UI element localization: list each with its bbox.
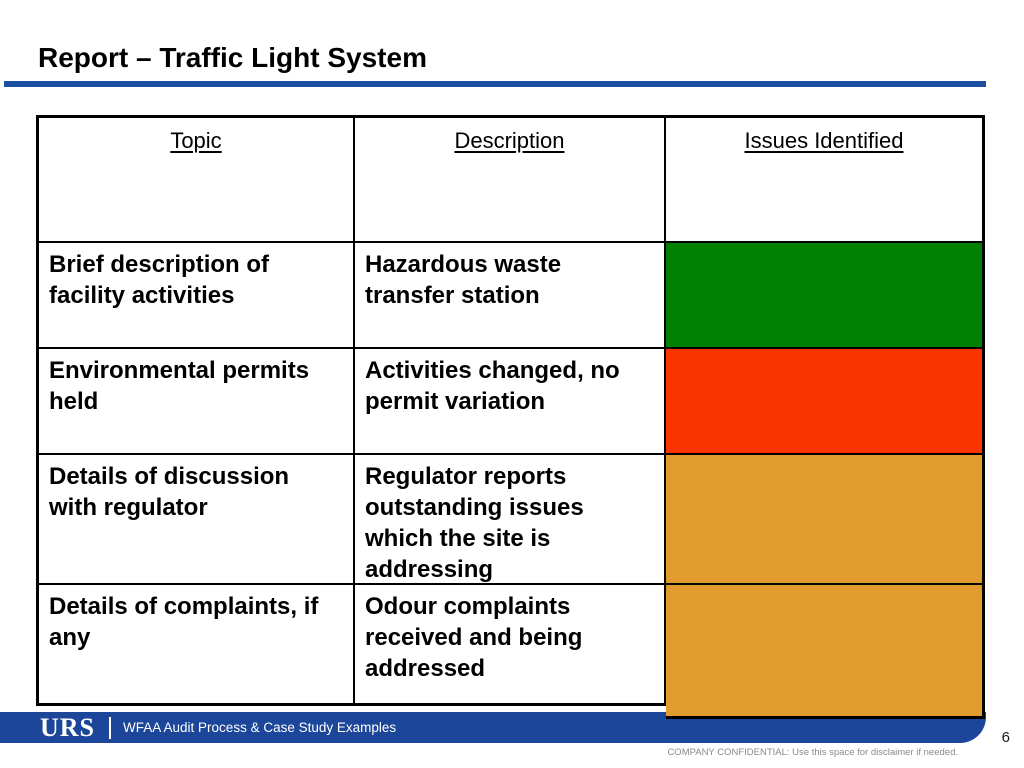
footer-label: WFAA Audit Process & Case Study Examples <box>123 720 397 735</box>
status-red-fill <box>666 349 982 453</box>
table-row-3-status-cell <box>666 455 982 585</box>
status-amber-fill <box>666 585 985 719</box>
table-row-1-status-cell <box>666 243 982 349</box>
table-row-4-status-cell <box>666 585 985 719</box>
table-row-4-description: Odour complaints received and being addr… <box>355 585 666 703</box>
column-header-issues-identified: Issues Identified <box>666 118 982 243</box>
title-underline-rule <box>4 81 986 87</box>
column-header-topic: Topic <box>39 118 355 243</box>
confidential-disclaimer: COMPANY CONFIDENTIAL: Use this space for… <box>667 747 958 758</box>
footer-separator <box>109 716 112 739</box>
urs-logo: URS <box>40 712 96 742</box>
table-row-3-description: Regulator reports outstanding issues whi… <box>355 455 666 585</box>
column-header-topic-label: Topic <box>170 128 222 153</box>
page-number: 6 <box>1001 729 1010 746</box>
traffic-light-table: Topic Description Issues Identified Brie… <box>36 115 985 719</box>
table-row-2-status-cell <box>666 349 982 455</box>
table-row-2-topic: Environmental permits held <box>39 349 355 455</box>
column-header-issues-identified-label: Issues Identified <box>744 128 904 153</box>
column-header-description: Description <box>355 118 666 243</box>
table-row-3-topic: Details of discussion with regulator <box>39 455 355 585</box>
table-row-2-description: Activities changed, no permit variation <box>355 349 666 455</box>
page-title: Report – Traffic Light System <box>38 42 427 73</box>
table-row-4-topic: Details of complaints, if any <box>39 585 355 703</box>
status-green-fill <box>666 243 982 347</box>
table-row-1-topic: Brief description of facility activities <box>39 243 355 349</box>
status-amber-fill <box>666 455 982 583</box>
column-header-description-label: Description <box>454 128 565 153</box>
table-row-1-description: Hazardous waste transfer station <box>355 243 666 349</box>
